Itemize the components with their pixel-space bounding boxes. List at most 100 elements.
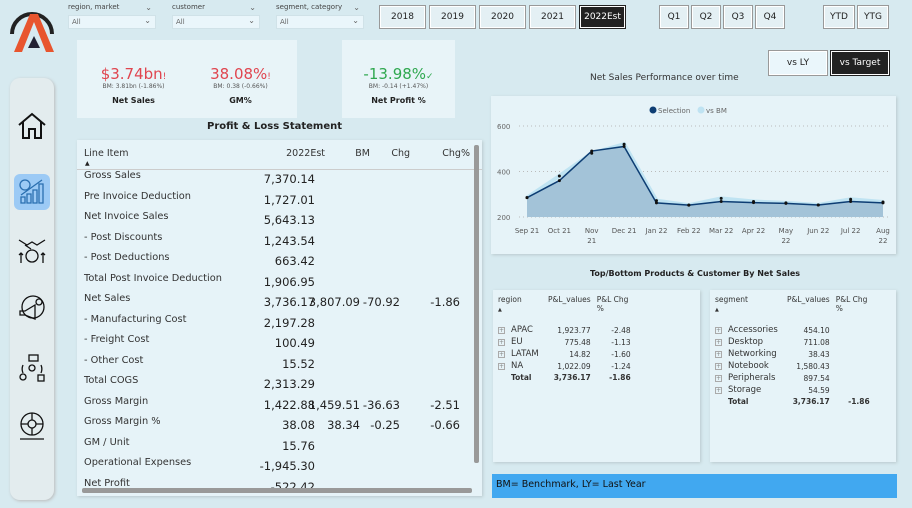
chevron-down-icon[interactable]: ⌄ bbox=[353, 3, 360, 12]
topbottom-title: Top/Bottom Products & Customer By Net Sa… bbox=[590, 269, 801, 278]
legend-label[interactable]: vs BM bbox=[706, 107, 727, 115]
vs-target-button[interactable]: vs Target bbox=[830, 50, 890, 76]
filter-2: segment, category ⌄ All ⌄ bbox=[276, 3, 364, 29]
net-sales-chart: 200 400 600 Sep 21 Oct 21 Nov 21 Dec 21 Jan 22 Fe… bbox=[491, 96, 896, 254]
data-point[interactable] bbox=[881, 200, 885, 204]
data-point[interactable] bbox=[557, 179, 561, 183]
table-row: + Accessories 454.10 bbox=[715, 325, 830, 335]
pl-title: Profit & Loss Statement bbox=[207, 121, 343, 132]
supply-chain-icon bbox=[19, 354, 45, 382]
column-header[interactable]: Chg bbox=[391, 148, 410, 159]
data-point[interactable] bbox=[687, 203, 691, 207]
cell: GM / Unit bbox=[84, 436, 130, 448]
expand-icon[interactable]: + bbox=[498, 339, 505, 346]
table-row: Gross Margin % 38.08 38.34 -0.25 -0.66 bbox=[77, 416, 472, 436]
column-header[interactable]: BM bbox=[355, 148, 370, 159]
chart-title: Net Sales Performance over time bbox=[590, 73, 739, 83]
expand-icon[interactable]: + bbox=[498, 327, 505, 334]
cell: - Manufacturing Cost bbox=[84, 313, 187, 325]
table-row: + Peripherals 897.54 bbox=[715, 373, 830, 383]
x-tick-label: Jun 22 bbox=[806, 227, 829, 235]
table-row: - Freight Cost 100.49 bbox=[77, 334, 472, 354]
filter-dropdown[interactable]: All ⌄ bbox=[172, 15, 260, 29]
column-header[interactable]: region ▲ bbox=[498, 295, 522, 313]
column-header[interactable]: P&L Chg % bbox=[835, 295, 868, 313]
table-row: Total COGS 2,313.29 bbox=[77, 375, 472, 395]
expand-icon[interactable]: + bbox=[498, 363, 505, 370]
column-header[interactable]: Line Item bbox=[84, 148, 129, 159]
table-row: + APAC 1,923.77 -2.48 bbox=[498, 325, 631, 335]
vs-ly-button[interactable]: vs LY bbox=[768, 50, 828, 76]
data-point[interactable] bbox=[590, 151, 594, 155]
table-row: - Other Cost 15.52 bbox=[77, 355, 472, 375]
data-point[interactable] bbox=[525, 196, 529, 200]
x-tick-label: Dec 21 bbox=[612, 227, 637, 235]
nav-finance[interactable] bbox=[14, 174, 50, 210]
data-point[interactable] bbox=[816, 203, 820, 207]
expand-icon[interactable]: + bbox=[715, 375, 722, 382]
year-2020-button[interactable]: 2020 bbox=[479, 5, 526, 29]
year-2021-button[interactable]: 2021 bbox=[529, 5, 576, 29]
table-row: + EU 775.48 -1.13 bbox=[498, 337, 631, 347]
column-header[interactable]: P&L Chg % bbox=[596, 295, 629, 313]
column-header[interactable]: Chg% bbox=[442, 148, 470, 159]
expand-icon[interactable]: + bbox=[715, 351, 722, 358]
filter-dropdown[interactable]: All ⌄ bbox=[276, 15, 364, 29]
cell: 3,807.09 bbox=[308, 295, 360, 309]
nav-home[interactable] bbox=[14, 108, 50, 144]
nav-global[interactable] bbox=[14, 408, 50, 444]
data-point[interactable] bbox=[557, 174, 561, 178]
column-header[interactable]: P&L_values bbox=[548, 295, 591, 304]
nav-marketing[interactable] bbox=[14, 290, 50, 326]
data-point[interactable] bbox=[654, 199, 658, 203]
data-point[interactable] bbox=[752, 200, 756, 204]
expand-icon[interactable]: + bbox=[498, 351, 505, 358]
data-point[interactable] bbox=[590, 149, 594, 153]
vertical-scrollbar[interactable] bbox=[474, 145, 479, 463]
expand-icon[interactable]: + bbox=[715, 363, 722, 370]
cell: Pre Invoice Deduction bbox=[84, 190, 191, 202]
y-tick-label: 600 bbox=[497, 123, 510, 131]
horizontal-scrollbar[interactable] bbox=[82, 488, 472, 493]
cell: 100.49 bbox=[274, 336, 315, 350]
chevron-down-icon[interactable]: ⌄ bbox=[249, 3, 256, 12]
data-point[interactable] bbox=[849, 197, 853, 201]
nav-sales[interactable] bbox=[14, 232, 50, 268]
data-point[interactable] bbox=[784, 201, 788, 205]
table-row: + Notebook 1,580.43 bbox=[715, 361, 830, 371]
cell: 38.08 bbox=[282, 418, 315, 432]
quarter-Q4-button[interactable]: Q4 bbox=[755, 5, 785, 29]
quarter-Q2-button[interactable]: Q2 bbox=[691, 5, 721, 29]
quarter-Q1-button[interactable]: Q1 bbox=[659, 5, 689, 29]
expand-icon[interactable]: + bbox=[715, 327, 722, 334]
data-point[interactable] bbox=[719, 200, 723, 204]
column-header[interactable]: segment ▲ bbox=[715, 295, 748, 313]
period-YTD-button[interactable]: YTD bbox=[823, 5, 855, 29]
chevron-down-icon[interactable]: ⌄ bbox=[145, 3, 152, 12]
data-point[interactable] bbox=[622, 144, 626, 148]
column-header[interactable]: 2022Est bbox=[286, 148, 325, 159]
nav-supply-chain[interactable] bbox=[14, 350, 50, 386]
table-row: - Post Deductions 663.42 bbox=[77, 252, 472, 272]
filter-dropdown[interactable]: All ⌄ bbox=[68, 15, 156, 29]
kpi-card: -13.98%✓ BM: -0.14 (+1.47%) Net Profit % bbox=[342, 40, 455, 118]
period-YTG-button[interactable]: YTG bbox=[857, 5, 889, 29]
expand-icon[interactable]: + bbox=[715, 387, 722, 394]
x-tick-label: Feb 22 bbox=[677, 227, 701, 235]
quarter-Q3-button[interactable]: Q3 bbox=[723, 5, 753, 29]
data-point[interactable] bbox=[719, 196, 723, 200]
sort-ascending-icon[interactable]: ▲ bbox=[85, 160, 90, 167]
year-2018-button[interactable]: 2018 bbox=[379, 5, 426, 29]
kpi-value: $3.74bn bbox=[100, 65, 163, 83]
header-row: region ▲ P&L_values P&L Chg % bbox=[495, 294, 634, 324]
data-point[interactable] bbox=[849, 200, 853, 204]
marketing-icon bbox=[19, 295, 45, 320]
data-point[interactable] bbox=[654, 201, 658, 205]
cell: - Post Deductions bbox=[84, 252, 170, 263]
column-header[interactable]: P&L_values bbox=[787, 295, 830, 304]
year-2019-button[interactable]: 2019 bbox=[429, 5, 476, 29]
expand-icon[interactable]: + bbox=[715, 339, 722, 346]
data-point[interactable] bbox=[622, 142, 626, 146]
year-2022Est-button[interactable]: 2022Est bbox=[579, 5, 626, 29]
legend-label[interactable]: Selection bbox=[658, 107, 690, 115]
